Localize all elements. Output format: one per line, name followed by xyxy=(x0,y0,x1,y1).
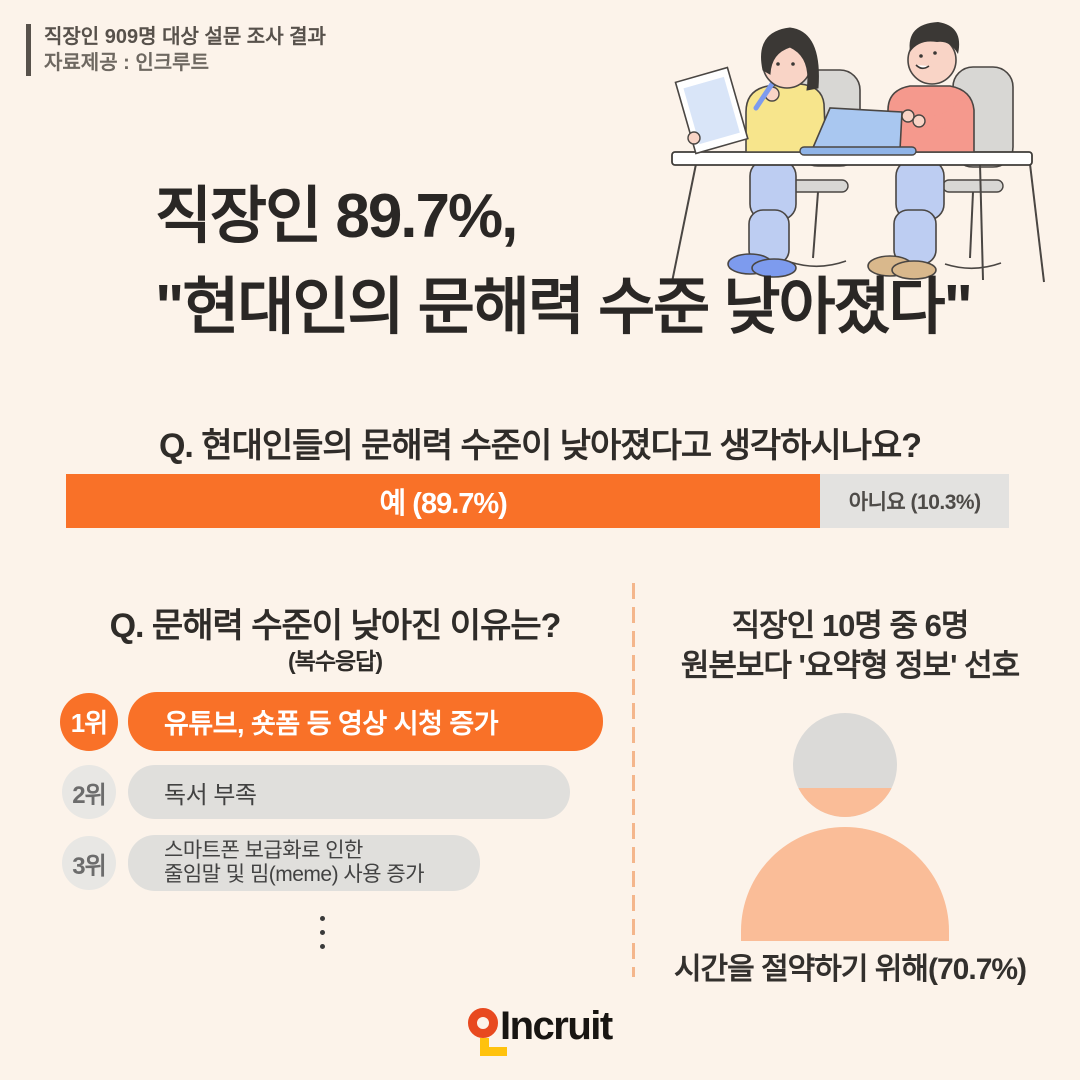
rank-1-label: 유튜브, 숏폼 등 영상 시청 증가 xyxy=(164,709,499,739)
person-head-fill-level xyxy=(793,788,897,817)
person-body-icon xyxy=(741,827,949,941)
rank-3-badge: 3위 xyxy=(62,836,116,890)
ranking-list: 1위 유튜브, 숏폼 등 영상 시청 증가 2위 독서 부족 3위 스마트폰 보… xyxy=(60,692,610,891)
rank-2-label: 독서 부족 xyxy=(164,781,257,809)
person-head-icon xyxy=(793,713,897,817)
more-items-ellipsis-icon xyxy=(320,916,325,949)
q1-yes-segment: 예 (89.7%) xyxy=(66,474,821,528)
survey-sample-text: 직장인 909명 대상 설문 조사 결과 xyxy=(44,26,326,48)
side-heading-line-1: 직장인 10명 중 6명 xyxy=(731,608,970,643)
question-2-note: (복수응답) xyxy=(288,648,383,674)
side-caption: 시간을 절약하기 위해(70.7%) xyxy=(673,953,1027,986)
rank-2-badge: 2위 xyxy=(62,765,116,819)
side-panel-heading: 직장인 10명 중 6명 원본보다 '요약형 정보' 선호 xyxy=(650,606,1050,686)
title-line-1: 직장인 89.7%, xyxy=(155,182,518,251)
ranking-row-3: 3위 스마트폰 보급화로 인한 줄임말 및 밈(meme) 사용 증가 xyxy=(60,835,610,891)
vertical-dashed-divider xyxy=(632,583,635,977)
logo-ring-icon xyxy=(468,1008,498,1038)
question-2: Q. 문해력 수준이 낮아진 이유는? xyxy=(109,607,562,645)
person-pictogram xyxy=(650,713,1050,943)
rank-1-bar: 유튜브, 숏폼 등 영상 시청 증가 xyxy=(128,692,603,751)
q1-no-segment: 아니요 (10.3%) xyxy=(820,474,1009,528)
rank-3-label: 스마트폰 보급화로 인한 줄임말 및 밈(meme) 사용 증가 xyxy=(164,839,425,886)
data-provider-text: 자료제공 : 인크루트 xyxy=(44,52,209,74)
rank-2-bar: 독서 부족 xyxy=(128,765,570,819)
incruit-logo: Incruit xyxy=(455,1000,655,1070)
side-heading-line-2: 원본보다 '요약형 정보' 선호 xyxy=(680,648,1020,683)
page-title: 직장인 89.7%, "현대인의 문해력 수준 낮아졌다" xyxy=(155,182,973,342)
logo-l-shape-icon xyxy=(480,1047,507,1056)
rank-3-bar: 스마트폰 보급화로 인한 줄임말 및 밈(meme) 사용 증가 xyxy=(128,835,480,891)
source-note: 직장인 909명 대상 설문 조사 결과 자료제공 : 인크루트 xyxy=(26,24,326,76)
title-line-2: "현대인의 문해력 수준 낮아졌다" xyxy=(155,273,973,342)
question-1: Q. 현대인들의 문해력 수준이 낮아졌다고 생각하시나요? xyxy=(158,427,922,465)
workers-illustration xyxy=(671,22,1045,283)
q1-stacked-bar: 예 (89.7%) 아니요 (10.3%) xyxy=(66,474,1009,528)
ranking-row-1: 1위 유튜브, 숏폼 등 영상 시청 증가 xyxy=(60,692,610,751)
ranking-row-2: 2위 독서 부족 xyxy=(60,765,610,819)
logo-wordmark: Incruit xyxy=(500,1004,613,1048)
rank-1-badge: 1위 xyxy=(60,692,118,751)
